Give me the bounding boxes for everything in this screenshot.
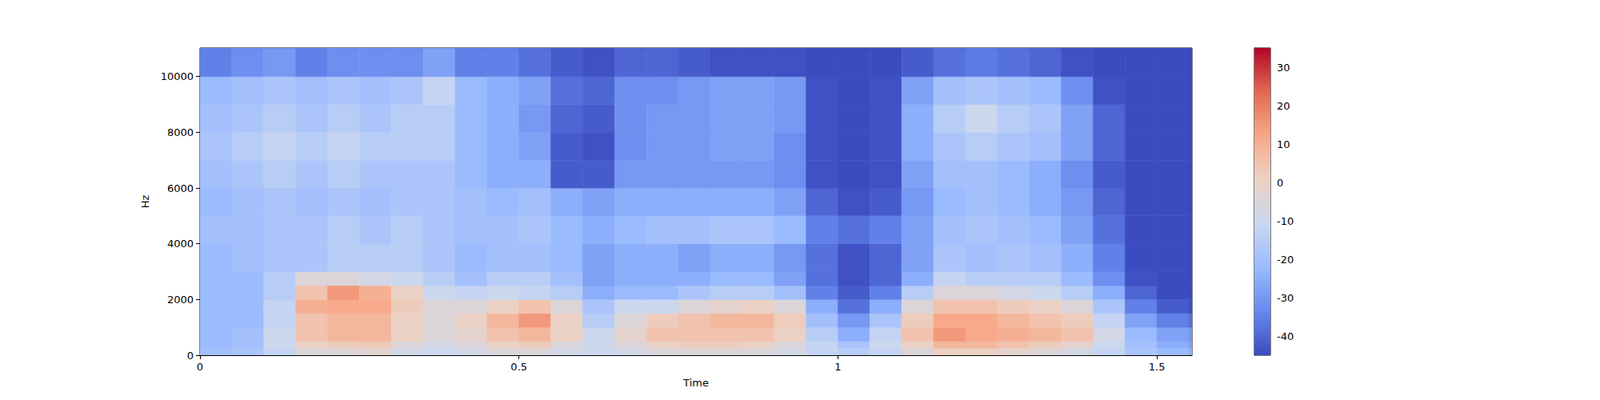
svg-text:6000: 6000 bbox=[167, 182, 194, 195]
svg-text:0: 0 bbox=[196, 360, 204, 373]
svg-text:1.5: 1.5 bbox=[1148, 360, 1166, 373]
svg-text:-30: -30 bbox=[1276, 292, 1294, 304]
svg-text:8000: 8000 bbox=[167, 126, 194, 139]
svg-text:2000: 2000 bbox=[167, 293, 194, 306]
svg-text:-10: -10 bbox=[1276, 215, 1294, 228]
svg-text:-40: -40 bbox=[1276, 330, 1294, 343]
svg-text:0: 0 bbox=[1276, 176, 1284, 189]
svg-text:Hz: Hz bbox=[139, 195, 152, 209]
svg-text:10: 10 bbox=[1276, 138, 1291, 151]
svg-text:0: 0 bbox=[187, 349, 194, 362]
svg-text:10000: 10000 bbox=[160, 70, 194, 83]
svg-text:1: 1 bbox=[834, 360, 841, 373]
svg-text:0.5: 0.5 bbox=[510, 360, 528, 373]
svg-text:20: 20 bbox=[1276, 100, 1291, 112]
svg-text:-20: -20 bbox=[1276, 253, 1294, 266]
svg-text:30: 30 bbox=[1276, 61, 1291, 74]
svg-text:4000: 4000 bbox=[167, 237, 194, 250]
svg-text:Time: Time bbox=[682, 376, 709, 389]
